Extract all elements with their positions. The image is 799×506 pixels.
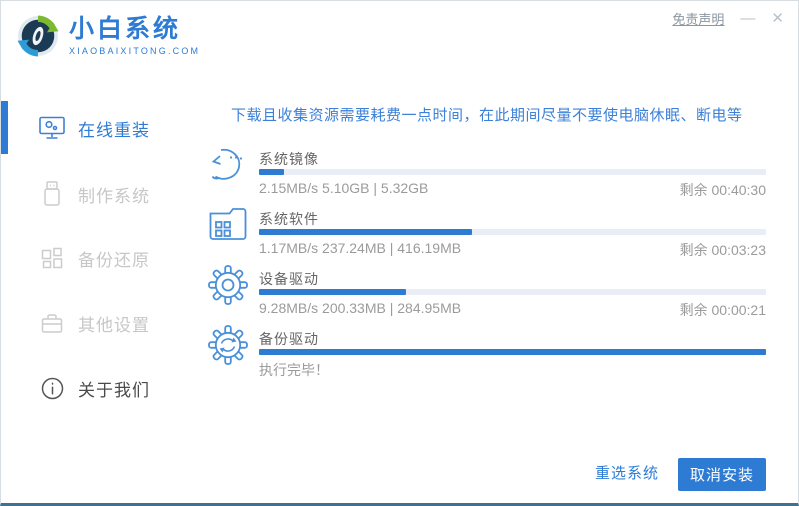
task-row-system-software: 系统软件 1.17MB/s 237.24MB | 416.19MB 剩余 00:…	[201, 201, 776, 259]
active-item-indicator	[1, 101, 8, 154]
gear-icon	[208, 265, 248, 310]
info-icon	[39, 377, 65, 400]
task-title: 备份驱动	[259, 331, 319, 347]
disclaimer-link[interactable]: 免责声明	[672, 12, 725, 27]
minimize-icon[interactable]: —	[740, 10, 756, 27]
brand: 小白系统 XIAOBAIXITONG.COM	[17, 15, 200, 57]
cancel-install-button[interactable]: 取消安装	[678, 458, 766, 491]
task-title: 系统软件	[259, 211, 319, 227]
sidebar-item-label: 关于我们	[78, 380, 150, 400]
task-row-device-drivers: 设备驱动 9.28MB/s 200.33MB | 284.95MB 剩余 00:…	[201, 261, 776, 319]
task-remaining: 剩余 00:40:30	[679, 182, 766, 198]
mascot-face-icon	[208, 145, 249, 188]
progress-fill	[259, 349, 766, 355]
monitor-icon	[39, 116, 65, 140]
sidebar-item-make-system[interactable]: 制作系统	[1, 173, 201, 215]
reselect-system-link[interactable]: 重选系统	[594, 465, 659, 482]
usb-icon	[39, 181, 65, 207]
app-domain: XIAOBAIXITONG.COM	[69, 45, 201, 56]
window-controls: 免责声明 — ✕	[672, 9, 784, 28]
close-icon[interactable]: ✕	[771, 10, 784, 27]
task-title: 系统镜像	[259, 151, 319, 167]
task-row-system-image: 系统镜像 2.15MB/s 5.10GB | 5.32GB 剩余 00:40:3…	[201, 141, 776, 199]
sidebar-item-label: 其他设置	[78, 315, 150, 335]
progress-bar	[259, 229, 766, 235]
task-stats: 2.15MB/s 5.10GB | 5.32GB	[259, 180, 429, 196]
task-stats: 执行完毕！	[259, 362, 329, 378]
task-remaining: 剩余 00:03:23	[679, 242, 766, 258]
sidebar-item-label: 在线重装	[78, 120, 150, 140]
progress-bar	[259, 289, 766, 295]
task-stats: 9.28MB/s 200.33MB | 284.95MB	[259, 300, 462, 316]
task-title: 设备驱动	[259, 271, 319, 287]
sidebar-item-other-settings[interactable]: 其他设置	[1, 302, 201, 344]
task-row-backup-drivers: 备份驱动 执行完毕！	[201, 321, 776, 379]
progress-bar	[259, 169, 766, 175]
sidebar-item-backup-restore[interactable]: 备份还原	[1, 237, 201, 279]
gear-sync-icon	[208, 325, 248, 370]
progress-fill	[259, 289, 407, 295]
progress-fill	[259, 169, 285, 175]
sidebar-item-about-us[interactable]: 关于我们	[1, 367, 201, 409]
grid-icon	[39, 247, 65, 269]
folder-apps-icon	[208, 205, 248, 246]
progress-fill	[259, 229, 472, 235]
sidebar-item-online-reinstall[interactable]: 在线重装	[1, 107, 201, 149]
download-notice: 下载且收集资源需要耗费一点时间，在此期间尽量不要使电脑休眠、断电等	[231, 107, 743, 124]
toolbox-icon	[39, 313, 65, 334]
task-stats: 1.17MB/s 237.24MB | 416.19MB	[259, 240, 462, 256]
task-remaining: 剩余 00:00:21	[679, 302, 766, 318]
app-title: 小白系统	[69, 14, 182, 43]
app-logo-icon	[17, 15, 59, 57]
sidebar-item-label: 备份还原	[78, 250, 150, 270]
progress-bar	[259, 349, 766, 355]
sidebar-item-label: 制作系统	[78, 186, 150, 206]
